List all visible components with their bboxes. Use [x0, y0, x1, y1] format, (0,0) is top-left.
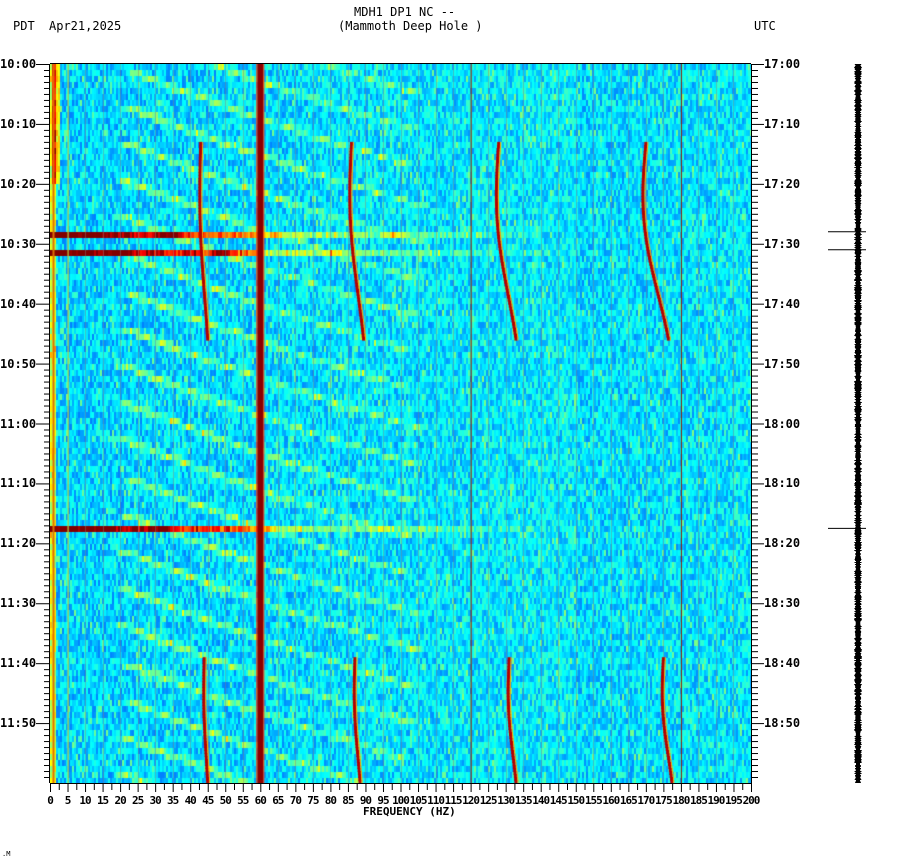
y-tick-label-left: 11:50 — [0, 716, 37, 731]
spectrogram-plot — [50, 64, 751, 783]
y-tick-label-right: 17:40 — [764, 296, 801, 311]
x-tick-label: 50 — [219, 794, 232, 807]
x-tick-label: 35 — [167, 794, 179, 807]
station-name: (Mammoth Deep Hole ) — [338, 19, 483, 33]
x-tick-label: 175 — [654, 794, 673, 807]
y-tick-label-right: 18:20 — [764, 536, 801, 551]
y-tick-label-left: 11:00 — [0, 416, 37, 431]
x-tick-label: 110 — [427, 794, 445, 807]
y-tick-label-right: 17:30 — [764, 236, 801, 251]
x-tick-label: 70 — [289, 794, 302, 807]
x-tick-label: 90 — [359, 794, 372, 807]
x-tick-label: 145 — [549, 794, 568, 807]
x-tick-label: 40 — [184, 794, 197, 807]
x-tick-label: 185 — [689, 794, 708, 807]
x-tick-label: 115 — [444, 794, 463, 807]
x-tick-label: 150 — [567, 794, 585, 807]
x-tick-label: 65 — [272, 794, 284, 807]
x-tick-label: 130 — [497, 794, 515, 807]
station-line: MDH1 DP1 NC -- — [354, 5, 456, 19]
x-tick-label: 75 — [307, 794, 319, 807]
y-tick-label-left: 10:20 — [0, 176, 37, 191]
x-tick-label: 140 — [532, 794, 550, 807]
x-tick-label: 45 — [202, 794, 214, 807]
y-tick-label-right: 18:50 — [764, 716, 801, 731]
y-tick-label-left: 11:30 — [0, 596, 37, 611]
y-tick-label-left: 10:40 — [0, 296, 37, 311]
x-tick-label: 60 — [254, 794, 267, 807]
y-tick-label-left: 10:10 — [0, 116, 37, 131]
x-tick-label: 55 — [237, 794, 249, 807]
x-tick-label: 160 — [602, 794, 620, 807]
y-tick-label-right: 18:40 — [764, 656, 801, 671]
y-tick-label-right: 17:20 — [764, 176, 801, 191]
x-tick-label: 165 — [619, 794, 638, 807]
y-tick-label-right: 17:50 — [764, 356, 801, 371]
y-tick-label-right: 17:00 — [764, 57, 801, 71]
x-tick-label: 25 — [132, 794, 144, 807]
y-tick-label-left: 11:20 — [0, 536, 37, 551]
x-tick-label: 120 — [462, 794, 480, 807]
y-tick-label-left: 10:00 — [0, 57, 37, 71]
x-tick-label: 200 — [742, 794, 761, 807]
x-tick-label: 100 — [392, 794, 410, 807]
x-tick-label: 180 — [672, 794, 690, 807]
y-tick-label-right: 18:30 — [764, 596, 801, 611]
x-tick-label: 170 — [637, 794, 655, 807]
date-label: Apr21,2025 — [49, 19, 122, 33]
x-tick-label: 95 — [377, 794, 389, 807]
y-tick-label-right: 17:10 — [764, 116, 801, 131]
x-tick-label: 155 — [584, 794, 603, 807]
x-tick-label: 105 — [409, 794, 428, 807]
x-tick-label: 15 — [96, 794, 109, 807]
x-tick-label: 125 — [479, 794, 498, 807]
footer-mark: .M — [2, 850, 11, 858]
x-tick-label: 30 — [149, 794, 162, 807]
left-timezone-label: PDT — [13, 19, 35, 33]
x-tick-label: 135 — [514, 794, 533, 807]
x-tick-label: 190 — [707, 794, 726, 807]
x-tick-label: 0 — [47, 794, 54, 807]
y-tick-label-right: 18:10 — [764, 476, 801, 491]
x-tick-label: 80 — [324, 794, 337, 807]
y-tick-label-left: 10:50 — [0, 356, 37, 371]
x-tick-label: 20 — [114, 794, 126, 807]
y-tick-label-left: 10:30 — [0, 236, 37, 251]
x-tick-label: 85 — [342, 794, 354, 807]
x-axis-title: FREQUENCY (HZ) — [363, 805, 456, 818]
right-timezone-label: UTC — [754, 19, 776, 33]
y-tick-label-left: 11:10 — [0, 476, 37, 491]
y-tick-label-right: 18:00 — [764, 416, 801, 431]
x-tick-label: 5 — [64, 794, 72, 807]
x-tick-label: 10 — [79, 794, 91, 807]
x-tick-label: 195 — [725, 794, 743, 807]
y-tick-label-left: 11:40 — [0, 656, 37, 671]
